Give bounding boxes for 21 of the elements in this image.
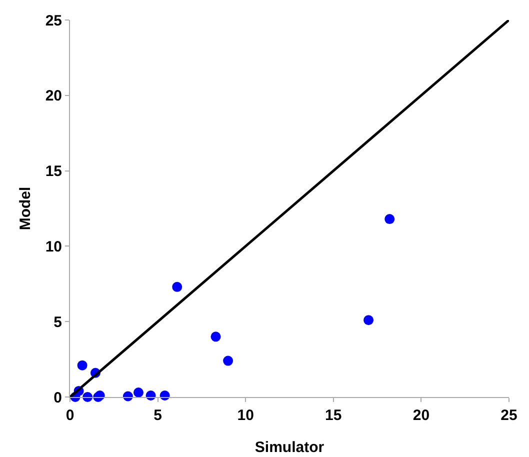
x-tick-label: 20 (412, 407, 430, 424)
y-tick-label: 0 (54, 389, 62, 406)
x-tick-label: 0 (66, 407, 74, 424)
x-axis-title: Simulator (254, 439, 324, 456)
point (77, 360, 88, 370)
point (364, 315, 374, 326)
x-tick-label: 15 (325, 407, 342, 424)
x-tick-label: 10 (237, 407, 254, 424)
point (172, 282, 182, 292)
point (210, 332, 221, 342)
y-tick-label: 20 (45, 88, 62, 105)
point (384, 214, 395, 224)
y-axis-title: Model (17, 186, 34, 230)
x-tick-label: 5 (154, 407, 162, 424)
y-tick-label: 25 (45, 12, 62, 30)
point (133, 387, 144, 398)
y-tick-label: 5 (54, 314, 62, 331)
y-tick-label: 10 (45, 238, 62, 256)
x-tick-label: 25 (500, 407, 518, 424)
point (223, 356, 234, 366)
y-tick-label: 15 (45, 163, 62, 180)
